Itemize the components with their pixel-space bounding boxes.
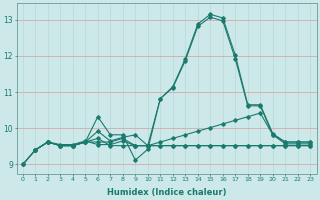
X-axis label: Humidex (Indice chaleur): Humidex (Indice chaleur): [107, 188, 226, 197]
